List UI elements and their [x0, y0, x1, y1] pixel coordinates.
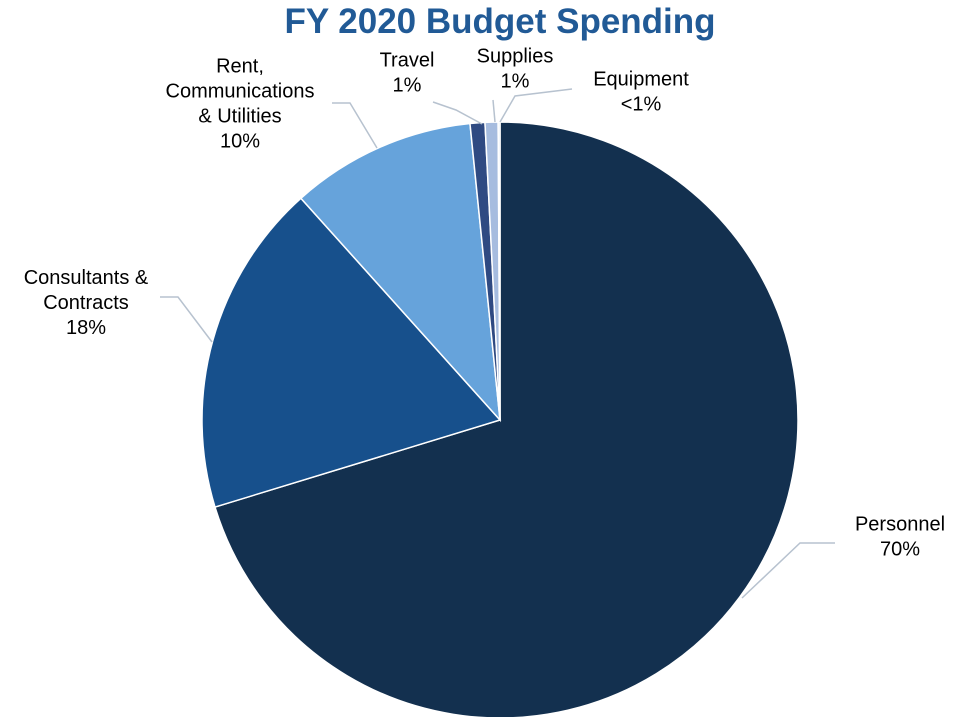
chart-title: FY 2020 Budget Spending	[284, 2, 716, 41]
data-label-personnel: Personnel 70%	[855, 514, 945, 561]
leader-line-personnel	[741, 542, 835, 599]
data-label-name-line: Equipment	[593, 69, 689, 91]
leader-lines	[160, 88, 835, 599]
leader-line-supplies	[492, 99, 496, 123]
pie-slice-equipment	[497, 121, 501, 421]
data-label-name-line: Supplies	[477, 46, 554, 68]
slice-labels: Personnel 70% Consultants & Contracts 18% Ren…	[24, 46, 945, 561]
leader-line-rent-communications-utilities	[332, 102, 378, 149]
data-label-name-line: Travel	[380, 50, 435, 72]
pie-slice-consultants-contracts	[201, 197, 502, 509]
pie-slice-personnel	[214, 121, 799, 717]
data-label-name-line: Communications	[166, 81, 315, 103]
data-label-name-line: & Utilities	[198, 106, 281, 128]
data-label-percent: <1%	[621, 94, 662, 116]
data-label-percent: 70%	[880, 539, 920, 561]
data-label-travel: Travel 1%	[380, 50, 435, 97]
data-label-rent-communications-utilities: Rent, Communications & Utilities 10%	[166, 56, 315, 153]
data-label-consultants-contracts: Consultants & Contracts 18%	[24, 267, 149, 339]
pie-slices	[201, 121, 799, 717]
leader-line-travel	[432, 101, 483, 125]
data-label-name-line: Consultants &	[24, 267, 149, 289]
data-label-percent: 10%	[220, 131, 260, 153]
leader-line-equipment	[499, 88, 573, 123]
data-label-supplies: Supplies 1%	[477, 46, 554, 93]
data-label-equipment: Equipment <1%	[593, 69, 689, 116]
data-label-name-line: Personnel	[855, 514, 945, 536]
data-label-percent: 18%	[66, 317, 106, 339]
data-label-name-line: Rent,	[216, 56, 264, 78]
leader-line-consultants-contracts	[160, 296, 213, 343]
data-label-name-line: Contracts	[43, 292, 129, 314]
pie-slice-rent-communications-utilities	[299, 122, 501, 423]
data-label-percent: 1%	[501, 71, 530, 93]
data-label-percent: 1%	[393, 75, 422, 97]
